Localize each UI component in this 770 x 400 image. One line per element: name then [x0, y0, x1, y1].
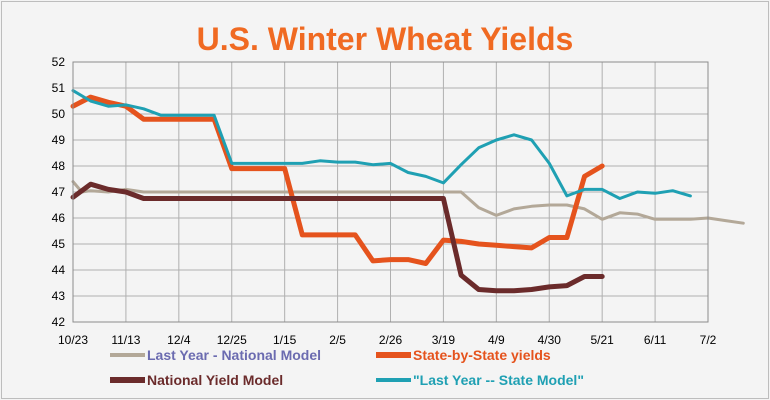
y-tick-label: 44 — [52, 263, 66, 277]
chart-title: U.S. Winter Wheat Yields — [197, 21, 574, 57]
y-tick-label: 47 — [52, 185, 66, 199]
series-line-1 — [70, 94, 605, 266]
x-tick-label: 3/19 — [432, 333, 456, 347]
y-tick-label: 46 — [52, 211, 66, 225]
x-tick-label: 11/13 — [111, 333, 140, 347]
x-tick-label: 6/11 — [644, 333, 667, 347]
series-line-0 — [71, 180, 745, 225]
x-tick-label: 4/30 — [538, 333, 562, 347]
x-tick-label: 4/9 — [488, 333, 505, 347]
x-tick-label: 12/25 — [217, 333, 247, 347]
x-tick-label: 2/26 — [379, 333, 403, 347]
x-tick-label: 2/5 — [329, 333, 346, 347]
x-tick-label: 12/4 — [167, 333, 191, 347]
y-tick-label: 43 — [52, 289, 66, 303]
x-tick-label: 10/23 — [58, 333, 88, 347]
legend-label-1: State-by-State yields — [413, 347, 551, 363]
series-lines — [70, 89, 745, 294]
x-axis-ticks: 10/23 11/13 12/4 12/25 1/15 2/5 2/26 3/19 4/9 4/3… — [58, 333, 717, 347]
series-line-2 — [70, 181, 605, 294]
y-tick-label: 49 — [52, 133, 66, 147]
axes — [72, 61, 709, 323]
x-tick-label: 1/15 — [273, 333, 297, 347]
legend-label-3: "Last Year -- State Model" — [413, 372, 584, 388]
y-tick-label: 48 — [52, 159, 66, 173]
y-tick-label: 51 — [52, 81, 66, 95]
legend-label-2: National Yield Model — [147, 372, 283, 388]
legend: Last Year - National Model State-by-State… — [110, 347, 584, 388]
legend-label-0: Last Year - National Model — [147, 347, 321, 363]
series-line-3 — [71, 89, 692, 200]
y-tick-label: 52 — [52, 55, 66, 69]
y-tick-label: 50 — [52, 107, 66, 121]
x-tick-label: 7/2 — [700, 333, 717, 347]
y-tick-label: 45 — [52, 237, 66, 251]
plot-area-border — [72, 61, 709, 323]
y-axis-ticks: 42 43 44 45 46 47 48 49 50 51 52 — [52, 55, 66, 329]
x-tick-label: 5/21 — [590, 333, 614, 347]
y-tick-label: 42 — [52, 315, 66, 329]
